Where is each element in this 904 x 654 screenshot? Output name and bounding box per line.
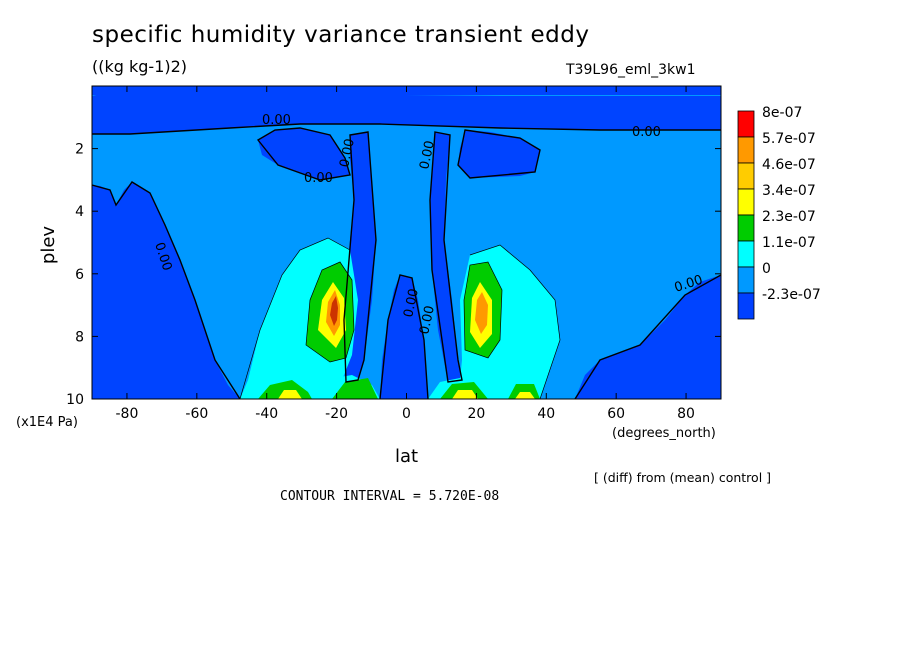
x-tick-label: -80 xyxy=(116,406,139,422)
y-tick-label: 8 xyxy=(75,329,84,345)
x-tick-label: 80 xyxy=(677,406,695,422)
level-upper-negative xyxy=(92,92,721,134)
legend-label: 4.6e-07 xyxy=(762,157,816,173)
level-right-orange xyxy=(475,292,488,334)
y-axis: 2 4 6 8 10 xyxy=(66,142,721,408)
legend-swatch xyxy=(737,188,755,216)
contour-label: 0.00 xyxy=(401,287,422,318)
y-tick-label: 6 xyxy=(75,267,84,283)
contour-label: 0.00 xyxy=(417,304,438,335)
legend-label: 1.1e-07 xyxy=(762,235,816,251)
level-upper-right-blob xyxy=(458,130,540,178)
run-label: T39L96_eml_3kw1 xyxy=(566,62,696,78)
x-tick-label: -20 xyxy=(325,406,348,422)
level-bottom-yellow-c xyxy=(515,392,535,399)
x-tick-label: 20 xyxy=(467,406,485,422)
level-left-peak xyxy=(330,296,338,326)
legend-swatch xyxy=(737,214,755,242)
legend-swatch xyxy=(737,162,755,190)
x-axis-label: lat xyxy=(395,446,419,467)
x-tick-label: 0 xyxy=(402,406,411,422)
legend-swatch xyxy=(737,266,755,294)
y-axis-title: plev xyxy=(38,226,59,265)
level-bottom-yellow-b xyxy=(452,390,478,399)
x-axis: -80 -60 -40 -20 0 20 40 60 80 xyxy=(116,86,695,422)
legend-swatch xyxy=(737,240,755,268)
level-left-negative xyxy=(92,182,240,399)
chart-units: ((kg kg-1)2) xyxy=(92,57,188,76)
x-tick-label: 40 xyxy=(537,406,555,422)
contour-lines-thin xyxy=(239,237,561,399)
x-tick-label: 60 xyxy=(607,406,625,422)
contour-label: 0.00 xyxy=(304,171,333,186)
x-axis-units: (degrees_north) xyxy=(612,426,716,441)
legend-label: -2.3e-07 xyxy=(762,287,821,303)
x-tick-label: -60 xyxy=(185,406,208,422)
contour-fill xyxy=(92,86,721,399)
level-upper-left-blob xyxy=(258,128,350,180)
contour-label: 0.00 xyxy=(417,139,438,170)
y-axis-units: (x1E4 Pa) xyxy=(16,415,78,430)
level-bottom-green-b xyxy=(332,378,378,399)
contour-label: 0.00 xyxy=(262,113,291,128)
diff-note: [ (diff) from (mean) control ] xyxy=(594,470,772,485)
legend-label: 0 xyxy=(762,261,771,277)
legend-label: 3.4e-07 xyxy=(762,183,816,199)
y-axis-label: plev xyxy=(38,226,59,265)
y-tick-label: 10 xyxy=(66,392,84,408)
y-tick-label: 4 xyxy=(75,204,84,220)
contour-lines xyxy=(92,123,721,399)
legend-label: 5.7e-07 xyxy=(762,131,816,147)
contour-interval: CONTOUR INTERVAL = 5.720E-08 xyxy=(280,489,500,504)
color-legend: 8e-07 5.7e-07 4.6e-07 3.4e-07 2.3e-07 1.1e-07… xyxy=(737,105,821,320)
legend-swatch xyxy=(737,292,755,320)
legend-swatch xyxy=(737,136,755,164)
legend-label: 8e-07 xyxy=(762,105,802,121)
chart-title: specific humidity variance transient edd… xyxy=(92,22,590,48)
y-tick-label: 2 xyxy=(75,142,84,158)
level-bottom-yellow-a xyxy=(278,390,302,399)
x-tick-label: -40 xyxy=(255,406,278,422)
legend-swatch xyxy=(737,110,755,138)
contour-label: 0.00 xyxy=(337,137,358,168)
legend-label: 2.3e-07 xyxy=(762,209,816,225)
contour-label: 0.00 xyxy=(632,125,661,140)
